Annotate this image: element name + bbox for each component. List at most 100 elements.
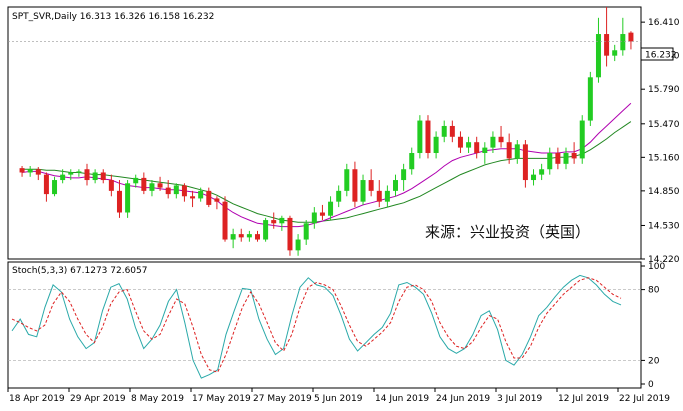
candle-body	[474, 142, 480, 154]
candle-body	[368, 180, 374, 191]
stochastic-plot	[8, 274, 641, 379]
candle-body	[604, 34, 610, 56]
candle-body	[531, 174, 537, 181]
candle-body	[498, 136, 504, 143]
candle-body	[571, 153, 577, 159]
current-price-label: 16.232	[645, 51, 677, 61]
candle-body	[514, 144, 520, 159]
candle-body	[409, 153, 415, 170]
candle-body	[587, 77, 593, 121]
candle-body	[376, 190, 382, 202]
current-price-box	[640, 47, 674, 61]
source-watermark: 来源：兴业投资（英国）	[425, 223, 590, 241]
time-tick-label: 22 Jul 2019	[619, 394, 670, 404]
candle-body	[336, 190, 342, 202]
candle-body	[441, 125, 447, 137]
candle-body	[19, 168, 25, 173]
candle-body	[165, 187, 171, 195]
candle-body	[157, 183, 163, 188]
candle-body	[125, 183, 131, 213]
candle-body	[482, 147, 488, 154]
candle-body	[393, 180, 399, 191]
candle-body	[539, 169, 545, 175]
candle-body	[68, 172, 74, 175]
price-tick-label: 15.470	[648, 120, 680, 130]
candle-body	[620, 34, 626, 51]
candle-body	[149, 183, 155, 191]
price-tick-label: 15.790	[648, 85, 680, 95]
price-tick-label: 14.220	[648, 255, 680, 265]
time-tick-label: 14 Jun 2019	[375, 394, 429, 404]
candle-body	[457, 136, 463, 148]
time-tick-label: 5 Jun 2019	[314, 394, 363, 404]
candle-body	[214, 198, 220, 202]
candle-body	[190, 196, 196, 199]
candle-body	[263, 220, 269, 240]
symbol-header: SPT_SVR,Daily 16.313 16.326 16.158 16.23…	[12, 12, 214, 22]
stoch-d-line	[11, 277, 622, 373]
candle-body	[319, 212, 325, 216]
price-tick-label: 16.410	[648, 18, 680, 28]
candle-body	[246, 234, 252, 238]
candle-body	[43, 174, 49, 195]
candle-body	[92, 172, 98, 181]
candle-body	[506, 142, 512, 159]
time-tick-label: 17 May 2019	[192, 394, 251, 404]
candle-body	[295, 239, 301, 251]
candle-body	[433, 136, 439, 154]
candle-body	[27, 169, 33, 173]
candle-body	[425, 120, 431, 154]
time-tick-label: 18 Apr 2019	[9, 394, 65, 404]
candle-body	[238, 234, 244, 238]
candle-body	[173, 185, 179, 195]
candle-body	[384, 190, 390, 202]
ma-slow-line	[22, 121, 632, 223]
stoch-tick-label: 100	[648, 262, 665, 272]
candle-body	[303, 223, 309, 240]
time-tick-label: 3 Jul 2019	[497, 394, 542, 404]
price-tick-label: 14.850	[648, 187, 680, 197]
candle-body	[141, 177, 147, 191]
candle-body	[449, 125, 455, 137]
candle-body	[344, 169, 350, 191]
candle-body	[181, 185, 187, 197]
main-panel-frame	[7, 6, 642, 260]
time-tick-label: 27 May 2019	[253, 394, 312, 404]
candle-body	[555, 153, 561, 164]
price-tick-label: 14.530	[648, 221, 680, 231]
stoch-axis: 100 80 20 0	[641, 262, 665, 390]
candle-body	[547, 153, 553, 170]
candle-body	[279, 217, 285, 224]
candle-body	[116, 190, 122, 213]
ma-fast-line	[22, 102, 632, 228]
time-tick-label: 29 Apr 2019	[70, 394, 126, 404]
price-plot	[8, 7, 641, 256]
time-tick-label: 24 Jun 2019	[436, 394, 490, 404]
time-tick-label: 8 May 2019	[131, 394, 184, 404]
candle-body	[76, 171, 82, 173]
candle-body	[628, 32, 634, 42]
candle-body	[352, 169, 358, 202]
candle-body	[198, 190, 204, 199]
candle-body	[490, 136, 496, 148]
candle-body	[84, 169, 90, 181]
candle-body	[254, 234, 260, 240]
stoch-tick-label: 20	[648, 356, 660, 366]
candle-body	[35, 169, 41, 175]
candle-body	[311, 212, 317, 224]
candle-body	[360, 180, 366, 202]
candle-body	[466, 142, 472, 148]
candle-body	[522, 144, 528, 181]
candle-body	[417, 120, 423, 154]
price-tick-label: 15.160	[648, 153, 680, 163]
candle-body	[401, 169, 407, 181]
time-tick-label: 12 Jul 2019	[558, 394, 609, 404]
candle-body	[328, 201, 334, 216]
candle-body	[579, 120, 585, 159]
candle-body	[230, 234, 236, 240]
candle-body	[60, 174, 66, 181]
candle-body	[612, 50, 618, 56]
candle-body	[206, 190, 212, 205]
candle-body	[108, 180, 114, 191]
